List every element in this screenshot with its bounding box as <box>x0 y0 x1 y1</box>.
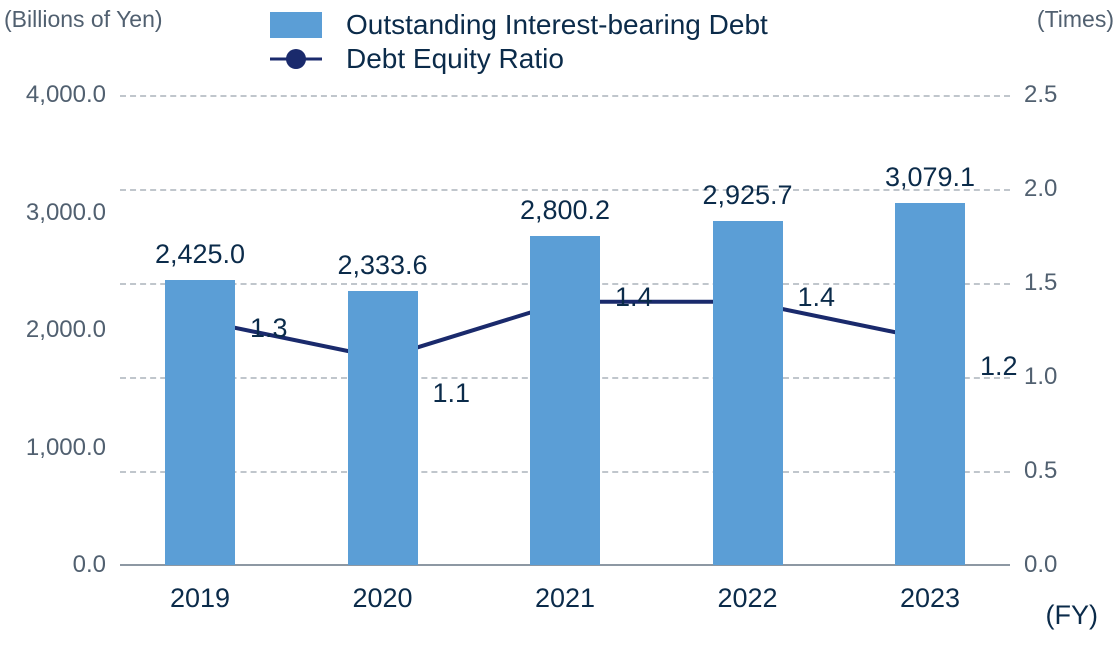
line-value-label: 1.4 <box>798 282 836 313</box>
y-tick-right: 0.0 <box>1010 551 1057 579</box>
line-value-label: 1.2 <box>980 351 1018 382</box>
legend-marker-line <box>270 46 322 72</box>
bar-value-label: 2,925.7 <box>702 180 792 211</box>
x-axis-title: (FY) <box>1046 600 1098 631</box>
line-value-label: 1.3 <box>250 313 288 344</box>
y-tick-left: 3,000.0 <box>26 199 120 227</box>
legend-item-bars: Outstanding Interest-bearing Debt <box>270 8 768 42</box>
bar-value-label: 3,079.1 <box>885 162 975 193</box>
legend-label-bars: Outstanding Interest-bearing Debt <box>346 9 768 41</box>
x-category-label: 2020 <box>352 583 412 614</box>
y-tick-left: 0.0 <box>73 551 120 579</box>
legend-label-line: Debt Equity Ratio <box>346 43 564 75</box>
grid-line <box>120 95 1010 97</box>
legend: Outstanding Interest-bearing Debt Debt E… <box>270 8 768 76</box>
x-category-label: 2023 <box>900 583 960 614</box>
plot-area: 0.01,000.02,000.03,000.04,000.00.00.51.0… <box>120 95 1010 565</box>
x-category-label: 2022 <box>717 583 777 614</box>
line-value-label: 1.1 <box>433 378 471 409</box>
bar-value-label: 2,800.2 <box>520 195 610 226</box>
y-tick-left: 2,000.0 <box>26 316 120 344</box>
x-category-label: 2021 <box>535 583 595 614</box>
bar: 2,925.7 <box>713 221 783 565</box>
bar: 2,333.6 <box>348 291 418 565</box>
bar: 2,425.0 <box>165 280 235 565</box>
legend-swatch-bar <box>270 12 322 38</box>
legend-item-line: Debt Equity Ratio <box>270 42 768 76</box>
y-tick-right: 2.0 <box>1010 175 1057 203</box>
grid-line <box>120 189 1010 191</box>
y-tick-right: 2.5 <box>1010 81 1057 109</box>
line-value-label: 1.4 <box>615 282 653 313</box>
x-category-label: 2019 <box>170 583 230 614</box>
y-tick-left: 1,000.0 <box>26 434 120 462</box>
right-axis-title: (Times) <box>1037 6 1114 33</box>
bar: 2,800.2 <box>530 236 600 565</box>
left-axis-title: (Billions of Yen) <box>4 6 163 33</box>
y-tick-left: 4,000.0 <box>26 81 120 109</box>
bar: 3,079.1 <box>895 203 965 565</box>
y-tick-right: 0.5 <box>1010 457 1057 485</box>
y-tick-right: 1.5 <box>1010 269 1057 297</box>
bar-value-label: 2,425.0 <box>155 239 245 270</box>
bar-value-label: 2,333.6 <box>337 250 427 281</box>
debt-chart: Outstanding Interest-bearing Debt Debt E… <box>0 0 1120 660</box>
